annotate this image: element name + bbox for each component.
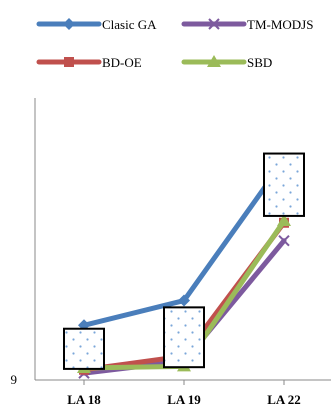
legend-item-2: BD-OE xyxy=(36,55,142,70)
legend-label-0: Clasic GA xyxy=(102,17,157,32)
legend-marker-3 xyxy=(207,55,221,67)
legend: Clasic GA TM-MODJS BD-OE SBD xyxy=(36,17,313,70)
legend-label-3: SBD xyxy=(247,55,272,70)
range-box-0 xyxy=(63,327,105,370)
legend-marker-2 xyxy=(64,57,74,67)
x-tick-label-2: LA 22 xyxy=(267,392,301,407)
range-boxes xyxy=(63,152,305,370)
legend-marker-0 xyxy=(63,18,75,30)
range-box-2 xyxy=(263,152,305,217)
x-tick-label-1: LA 19 xyxy=(167,392,201,407)
legend-item-0: Clasic GA xyxy=(36,17,157,32)
tick-labels: LA 18 LA 19 LA 22 9 xyxy=(11,372,301,407)
legend-item-3: SBD xyxy=(181,55,272,70)
legend-label-2: BD-OE xyxy=(102,55,142,70)
point-1-2 xyxy=(278,235,290,247)
legend-item-1: TM-MODJS xyxy=(181,17,313,32)
legend-label-1: TM-MODJS xyxy=(247,17,313,32)
range-box-1 xyxy=(163,306,205,369)
axes xyxy=(34,98,331,385)
legend-marker-1 xyxy=(208,18,220,30)
x-tick-label-0: LA 18 xyxy=(67,392,101,407)
point-0-1 xyxy=(178,294,190,307)
y-tick-label-0: 9 xyxy=(11,372,18,387)
point-3-2 xyxy=(277,214,291,227)
